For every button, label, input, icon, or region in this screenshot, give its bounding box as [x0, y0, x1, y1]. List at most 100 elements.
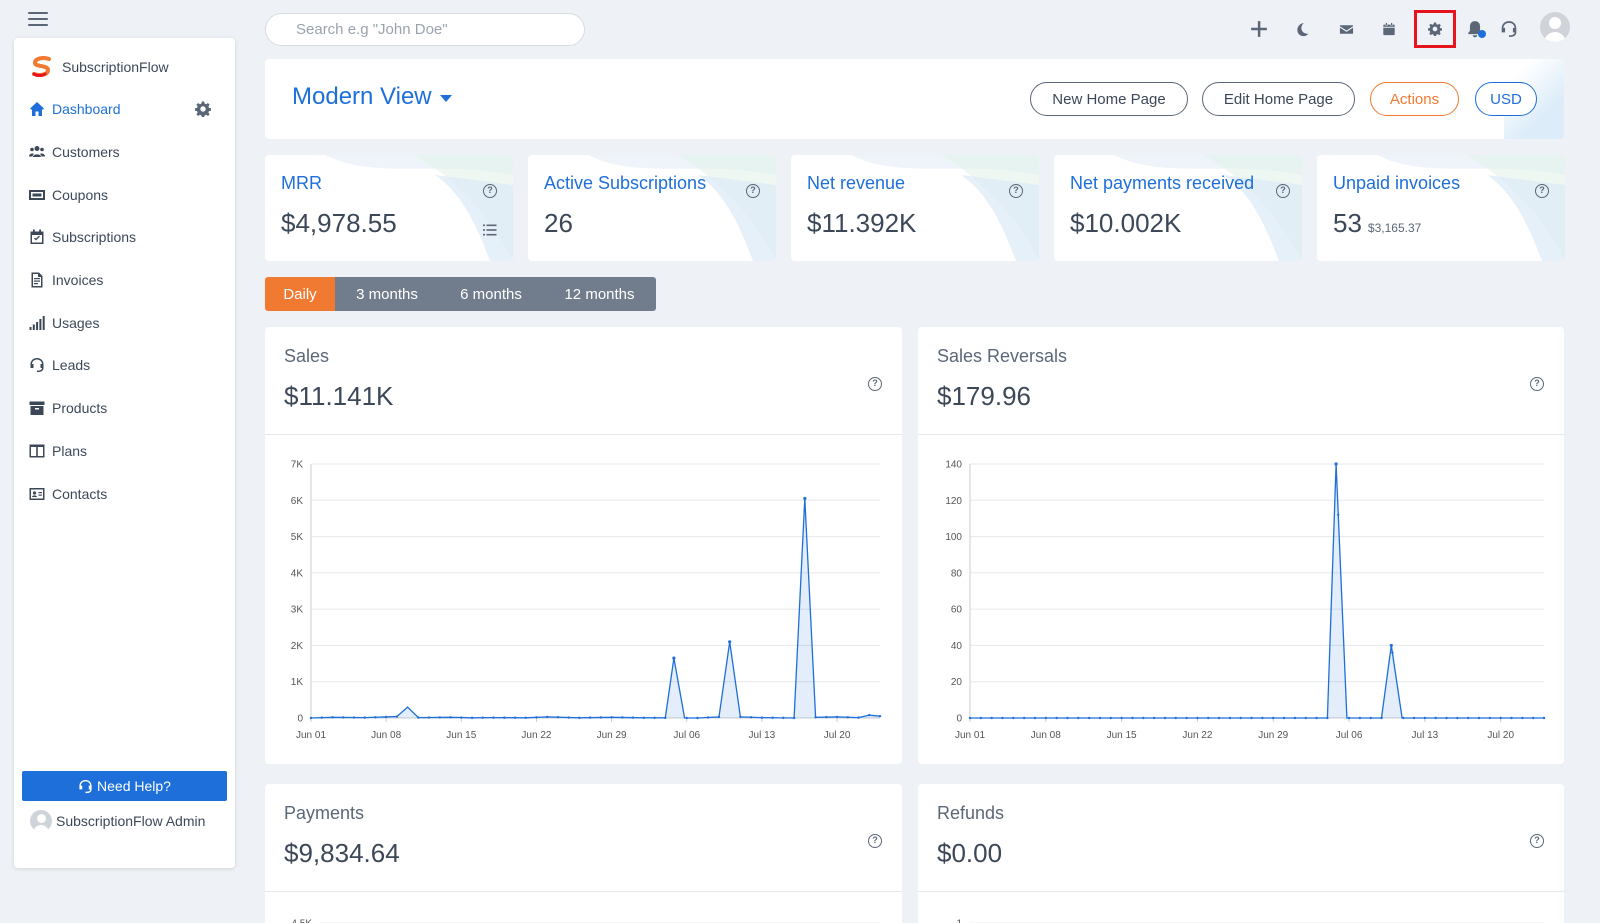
notifications-button[interactable]: [1456, 10, 1494, 48]
x-tick-label: Jul 20: [1487, 730, 1514, 741]
sidebar-item-products[interactable]: Products: [14, 387, 235, 430]
y-tick-label: 60: [951, 605, 963, 616]
data-point: [1001, 716, 1004, 720]
help-icon[interactable]: ?: [1276, 180, 1290, 198]
sales-reversals-chart: 0 20 40 60 80 100 120 140 Jun 01 Jun 08 Jun 15 Jun …: [945, 460, 1546, 741]
sidebar-item-dashboard[interactable]: Dashboard: [14, 88, 235, 131]
calendar-button[interactable]: [1370, 10, 1408, 48]
kpi-value: $4,978.55: [281, 208, 397, 239]
actions-button[interactable]: Actions: [1370, 82, 1459, 116]
data-point: [427, 716, 431, 719]
y-tick-label: 100: [945, 532, 962, 543]
edit-home-page-button[interactable]: Edit Home Page: [1202, 82, 1355, 116]
data-point: [857, 716, 860, 719]
data-point: [1087, 716, 1091, 720]
calendar-check-icon: [28, 228, 46, 246]
dashboard-settings-gear-icon[interactable]: [195, 101, 211, 117]
y-tick-label: 120: [945, 496, 962, 507]
divider: [918, 891, 1564, 892]
help-icon[interactable]: ?: [483, 180, 497, 198]
x-tick-label: Jul 13: [749, 730, 776, 741]
new-home-page-button[interactable]: New Home Page: [1030, 82, 1188, 116]
data-point: [1315, 716, 1318, 720]
card-title: Payments: [284, 803, 365, 823]
sidebar-item-leads[interactable]: Leads: [14, 344, 235, 387]
sidebar-item-plans[interactable]: Plans: [14, 430, 235, 473]
data-point: [1402, 716, 1405, 720]
data-point: [782, 716, 785, 720]
sidebar: SubscriptionFlow Dashboard Customers Cou…: [14, 38, 235, 868]
brand[interactable]: SubscriptionFlow: [30, 56, 169, 78]
data-point: [1304, 716, 1307, 720]
help-icon[interactable]: ?: [868, 373, 882, 391]
settings-button[interactable]: [1414, 10, 1456, 48]
kpi-card-unpaid-invoices[interactable]: Unpaid invoices 53 $3,165.37 ?: [1317, 155, 1565, 261]
y-tick-label: 0: [956, 714, 962, 725]
data-point: [621, 716, 624, 719]
data-point: [717, 715, 721, 719]
help-icon[interactable]: ?: [1530, 373, 1544, 391]
list-icon[interactable]: [483, 224, 497, 236]
data-point: [578, 716, 581, 720]
help-icon[interactable]: ?: [746, 180, 760, 198]
mail-icon: [1339, 24, 1353, 34]
sales-card: Sales $11.141K ? 0 1K 2K 3K 4K 5K 6K 7K Jun 01 Ju…: [265, 327, 902, 764]
data-point: [631, 716, 635, 719]
data-point: [438, 716, 442, 719]
data-point: [792, 716, 796, 720]
sidebar-item-coupons[interactable]: Coupons: [14, 173, 235, 216]
x-tick-label: Jun 15: [446, 730, 476, 741]
menu-toggle-icon[interactable]: [28, 12, 48, 26]
data-point: [363, 716, 366, 719]
need-help-button[interactable]: Need Help?: [22, 771, 227, 801]
kpi-card-net-payments-received[interactable]: Net payments received $10.002K ?: [1054, 155, 1302, 261]
tab-12-months[interactable]: 12 months: [543, 277, 656, 311]
admin-user[interactable]: SubscriptionFlow Admin: [30, 810, 205, 832]
data-point: [825, 715, 828, 719]
y-tick-label: 4.5K: [291, 919, 312, 923]
period-tabs: Daily 3 months 6 months 12 months: [265, 277, 656, 311]
user-avatar[interactable]: [1540, 12, 1570, 42]
sidebar-item-usages[interactable]: Usages: [14, 301, 235, 344]
sidebar-nav: Dashboard Customers Coupons Subscription…: [14, 88, 235, 515]
add-button[interactable]: [1240, 10, 1278, 48]
kpi-card-mrr[interactable]: MRR $4,978.55 ?: [265, 155, 513, 261]
tab-3-months[interactable]: 3 months: [335, 277, 439, 311]
divider: [918, 434, 1564, 435]
mail-button[interactable]: [1327, 10, 1365, 48]
y-tick-label: 1K: [291, 677, 304, 688]
data-point: [1250, 716, 1253, 720]
users-icon: [28, 143, 46, 161]
moon-icon: [1296, 22, 1308, 36]
kpi-card-net-revenue[interactable]: Net revenue $11.392K ?: [791, 155, 1039, 261]
help-icon[interactable]: ?: [868, 830, 882, 848]
data-point: [395, 715, 399, 718]
help-icon[interactable]: ?: [1009, 180, 1023, 198]
x-tick-label: Jun 01: [955, 730, 985, 741]
y-tick-label: 7K: [291, 460, 304, 471]
sidebar-item-contacts[interactable]: Contacts: [14, 472, 235, 515]
sidebar-item-customers[interactable]: Customers: [14, 131, 235, 174]
data-point: [696, 716, 699, 720]
currency-button[interactable]: USD: [1475, 82, 1537, 116]
kpi-card-active-subscriptions[interactable]: Active Subscriptions 26 ?: [528, 155, 776, 261]
data-point: [1163, 716, 1167, 720]
sidebar-item-invoices[interactable]: Invoices: [14, 259, 235, 302]
tab-daily[interactable]: Daily: [265, 277, 335, 311]
help-icon[interactable]: ?: [1535, 180, 1549, 198]
kpi-title: Active Subscriptions: [544, 173, 707, 193]
invoice-icon: [28, 271, 46, 289]
kpi-title: MRR: [281, 173, 322, 193]
support-button[interactable]: [1490, 10, 1528, 48]
data-point: [968, 716, 972, 720]
data-point: [1239, 716, 1242, 720]
dark-mode-toggle[interactable]: [1283, 10, 1321, 48]
tab-6-months[interactable]: 6 months: [439, 277, 543, 311]
sidebar-item-subscriptions[interactable]: Subscriptions: [14, 216, 235, 259]
search-input[interactable]: [265, 13, 585, 46]
data-point: [1334, 462, 1338, 466]
plus-icon: [1251, 21, 1267, 37]
help-icon[interactable]: ?: [1530, 830, 1544, 848]
view-selector[interactable]: Modern View: [292, 83, 452, 111]
data-point: [1326, 716, 1329, 720]
